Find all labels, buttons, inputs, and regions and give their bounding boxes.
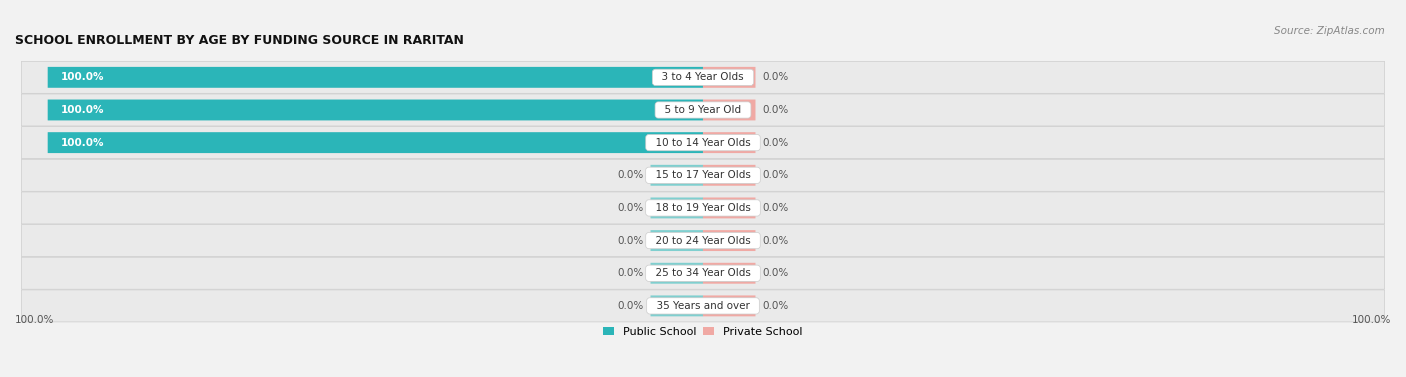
FancyBboxPatch shape bbox=[21, 159, 1385, 191]
Text: 100.0%: 100.0% bbox=[1351, 315, 1391, 325]
Text: 100.0%: 100.0% bbox=[60, 105, 104, 115]
Text: 0.0%: 0.0% bbox=[762, 170, 789, 180]
FancyBboxPatch shape bbox=[48, 67, 703, 88]
FancyBboxPatch shape bbox=[48, 132, 703, 153]
Text: 3 to 4 Year Olds: 3 to 4 Year Olds bbox=[655, 72, 751, 82]
Text: 0.0%: 0.0% bbox=[617, 203, 644, 213]
Text: SCHOOL ENROLLMENT BY AGE BY FUNDING SOURCE IN RARITAN: SCHOOL ENROLLMENT BY AGE BY FUNDING SOUR… bbox=[15, 34, 464, 47]
FancyBboxPatch shape bbox=[21, 225, 1385, 257]
Text: 20 to 24 Year Olds: 20 to 24 Year Olds bbox=[650, 236, 756, 245]
Text: 10 to 14 Year Olds: 10 to 14 Year Olds bbox=[650, 138, 756, 148]
FancyBboxPatch shape bbox=[703, 67, 755, 88]
Text: 0.0%: 0.0% bbox=[762, 203, 789, 213]
FancyBboxPatch shape bbox=[703, 100, 755, 120]
FancyBboxPatch shape bbox=[703, 198, 755, 218]
FancyBboxPatch shape bbox=[651, 230, 703, 251]
Text: 0.0%: 0.0% bbox=[762, 301, 789, 311]
FancyBboxPatch shape bbox=[21, 127, 1385, 159]
Text: 100.0%: 100.0% bbox=[15, 315, 55, 325]
Text: 5 to 9 Year Old: 5 to 9 Year Old bbox=[658, 105, 748, 115]
Text: 0.0%: 0.0% bbox=[617, 301, 644, 311]
FancyBboxPatch shape bbox=[703, 132, 755, 153]
Text: 0.0%: 0.0% bbox=[762, 236, 789, 245]
FancyBboxPatch shape bbox=[703, 263, 755, 284]
Text: 35 Years and over: 35 Years and over bbox=[650, 301, 756, 311]
FancyBboxPatch shape bbox=[651, 165, 703, 186]
Text: 100.0%: 100.0% bbox=[60, 138, 104, 148]
Text: 0.0%: 0.0% bbox=[617, 170, 644, 180]
FancyBboxPatch shape bbox=[48, 100, 703, 120]
Text: Source: ZipAtlas.com: Source: ZipAtlas.com bbox=[1274, 26, 1385, 37]
Text: 25 to 34 Year Olds: 25 to 34 Year Olds bbox=[648, 268, 758, 278]
Text: 15 to 17 Year Olds: 15 to 17 Year Olds bbox=[648, 170, 758, 180]
FancyBboxPatch shape bbox=[21, 290, 1385, 322]
Text: 0.0%: 0.0% bbox=[762, 138, 789, 148]
FancyBboxPatch shape bbox=[651, 296, 703, 316]
FancyBboxPatch shape bbox=[703, 230, 755, 251]
Text: 18 to 19 Year Olds: 18 to 19 Year Olds bbox=[648, 203, 758, 213]
Text: 0.0%: 0.0% bbox=[617, 268, 644, 278]
Text: 0.0%: 0.0% bbox=[762, 105, 789, 115]
Text: 100.0%: 100.0% bbox=[60, 72, 104, 82]
Legend: Public School, Private School: Public School, Private School bbox=[599, 322, 807, 341]
FancyBboxPatch shape bbox=[21, 61, 1385, 93]
FancyBboxPatch shape bbox=[21, 94, 1385, 126]
Text: 0.0%: 0.0% bbox=[617, 236, 644, 245]
FancyBboxPatch shape bbox=[651, 263, 703, 284]
FancyBboxPatch shape bbox=[703, 296, 755, 316]
Text: 0.0%: 0.0% bbox=[762, 268, 789, 278]
FancyBboxPatch shape bbox=[21, 192, 1385, 224]
FancyBboxPatch shape bbox=[651, 198, 703, 218]
FancyBboxPatch shape bbox=[21, 257, 1385, 289]
FancyBboxPatch shape bbox=[703, 165, 755, 186]
Text: 0.0%: 0.0% bbox=[762, 72, 789, 82]
